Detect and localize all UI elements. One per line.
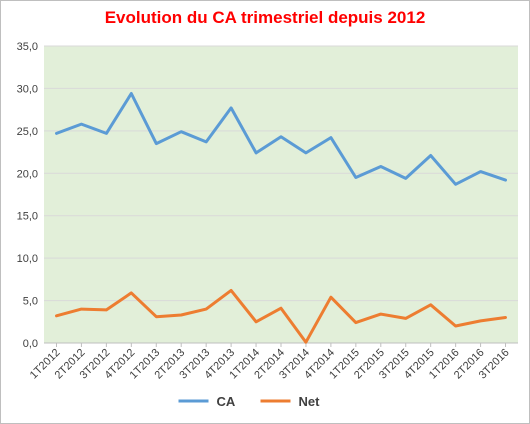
data-point-ca — [79, 122, 83, 126]
y-tick-label: 30,0 — [17, 83, 38, 95]
y-axis-ticks: 0,0 5,0 10,0 15,0 20,0 25,0 30,0 35,0 — [17, 41, 38, 350]
data-point-net — [179, 313, 183, 317]
data-point-ca — [229, 106, 233, 110]
data-point-ca — [254, 151, 258, 155]
data-point-net — [254, 320, 258, 324]
data-point-net — [504, 316, 508, 320]
data-point-ca — [179, 130, 183, 134]
y-tick-label: 5,0 — [23, 296, 38, 308]
data-point-ca — [154, 142, 158, 146]
data-point-net — [379, 312, 383, 316]
y-tick-label: 0,0 — [23, 338, 38, 350]
data-point-net — [129, 291, 133, 295]
legend-label-ca: CA — [217, 394, 236, 409]
data-point-ca — [54, 131, 58, 135]
data-point-net — [354, 321, 358, 325]
series-line-ca — [55, 92, 507, 186]
data-point-net — [304, 340, 308, 344]
data-point-net — [479, 319, 483, 323]
data-point-ca — [404, 176, 408, 180]
data-point-ca — [454, 182, 458, 186]
y-tick-label: 15,0 — [17, 211, 38, 223]
legend: CA Net — [178, 394, 321, 409]
y-tick-label: 10,0 — [17, 253, 38, 265]
data-point-ca — [329, 136, 333, 140]
series-line-net — [55, 288, 507, 344]
series-lines — [54, 92, 508, 344]
gridlines — [44, 45, 518, 344]
data-point-net — [54, 314, 58, 318]
data-point-net — [154, 315, 158, 319]
data-point-net — [204, 307, 208, 311]
data-point-net — [404, 316, 408, 320]
chart-title: Evolution du CA trimestriel depuis 2012 — [104, 8, 426, 27]
data-point-ca — [279, 135, 283, 139]
y-tick-label: 25,0 — [17, 126, 38, 138]
data-point-net — [429, 303, 433, 307]
data-point-ca — [304, 151, 308, 155]
data-point-ca — [204, 140, 208, 144]
data-point-ca — [504, 178, 508, 182]
data-point-ca — [129, 92, 133, 96]
data-point-ca — [479, 170, 483, 174]
data-point-ca — [379, 164, 383, 168]
y-tick-label: 20,0 — [17, 168, 38, 180]
data-point-net — [454, 324, 458, 328]
data-point-net — [79, 307, 83, 311]
data-point-net — [329, 295, 333, 299]
legend-label-net: Net — [299, 394, 321, 409]
y-tick-label: 35,0 — [17, 41, 38, 53]
data-point-ca — [104, 131, 108, 135]
plot-area — [44, 46, 518, 343]
data-point-ca — [354, 176, 358, 180]
data-point-net — [279, 306, 283, 310]
data-point-net — [104, 308, 108, 312]
x-axis-ticks: 1T20122T20123T20124T20121T20132T20133T20… — [28, 343, 512, 382]
data-point-ca — [429, 153, 433, 157]
data-point-net — [229, 288, 233, 292]
